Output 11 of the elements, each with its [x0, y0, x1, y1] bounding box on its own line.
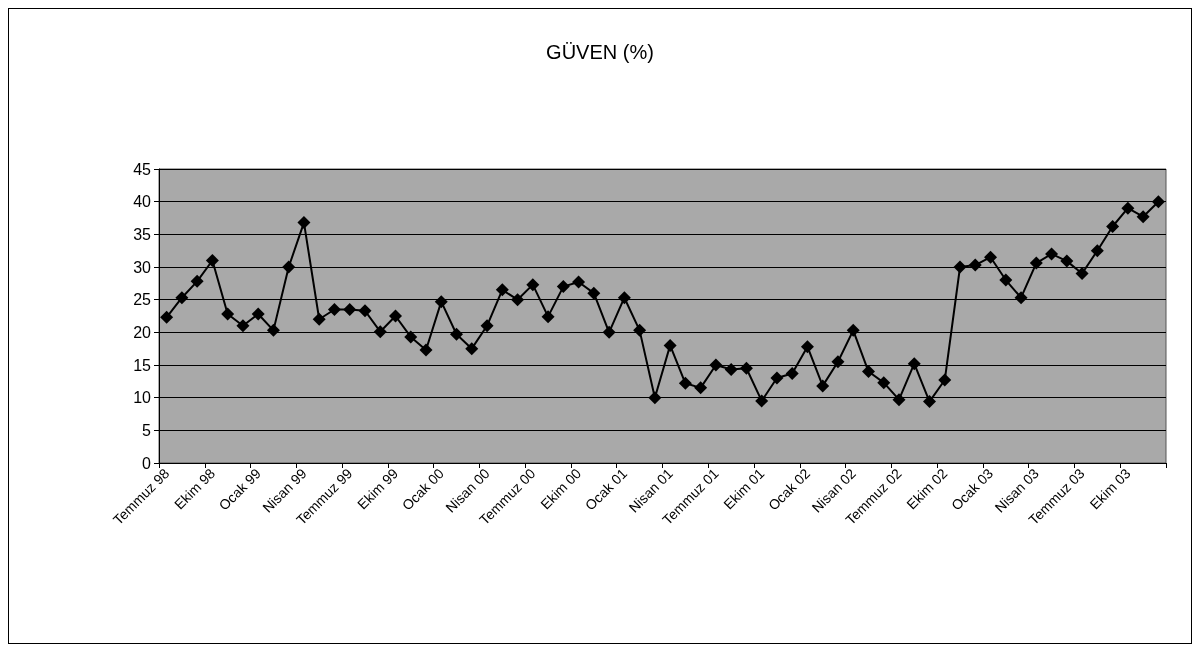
y-tick-label: 35	[133, 225, 152, 243]
y-tick-label: 30	[133, 258, 152, 276]
y-tick-label: 45	[133, 160, 152, 178]
y-tick-label: 15	[133, 356, 152, 374]
y-tick-label: 40	[133, 193, 152, 211]
y-tick-label: 0	[142, 454, 152, 472]
y-tick-label: 5	[142, 421, 152, 439]
y-tick-label: 25	[133, 291, 152, 309]
chart-title: GÜVEN (%)	[546, 41, 654, 63]
y-tick-label: 20	[133, 323, 152, 341]
y-tick-label: 10	[133, 389, 152, 407]
